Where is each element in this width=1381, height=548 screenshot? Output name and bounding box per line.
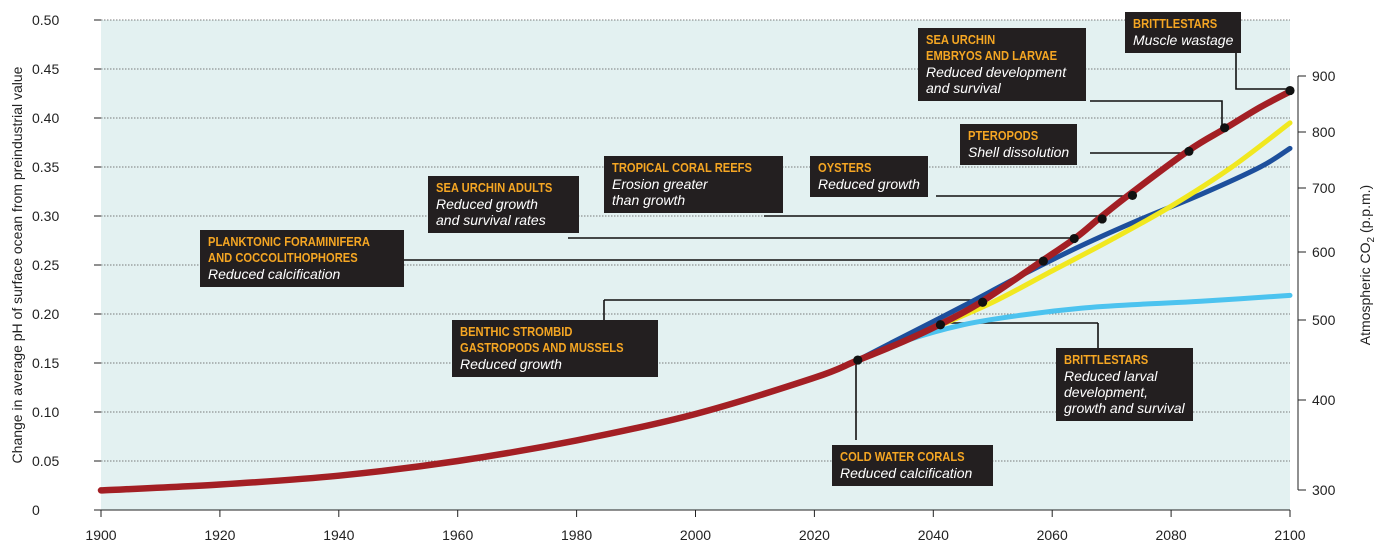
y2-tick-label: 800: [1312, 124, 1336, 140]
y2-axis-title-subscript: 2: [1366, 236, 1377, 242]
annotation-description: Reduced growth: [818, 176, 920, 192]
annotation-description: Reduced growth and survival rates: [436, 196, 546, 228]
annotation-box: COLD WATER CORALS Reduced calcification: [832, 445, 993, 486]
x-axis-ticks: 1900 1920 1940 1960 1980 2000 2020 2040 2060 2080…: [85, 510, 1306, 543]
y-tick-label: 0.40: [32, 110, 59, 126]
x-tick-label: 1980: [561, 527, 592, 543]
y-tick-label: 0.20: [32, 306, 59, 322]
x-tick-label: 1960: [442, 527, 473, 543]
series-line: [97, 88, 1294, 494]
threshold-marker: [1285, 85, 1295, 96]
threshold-marker: [1038, 256, 1048, 266]
y-axis-title: Change in average pH of surface ocean fr…: [9, 66, 25, 463]
right-axis: 300 400 500 600 700 800 900: [1297, 68, 1336, 498]
y-tick-label: 0.45: [32, 61, 59, 77]
annotation-description: Erosion greater than growth: [612, 176, 708, 208]
y2-tick-label: 400: [1312, 392, 1336, 408]
x-tick-label: 1920: [204, 527, 235, 543]
threshold-marker: [1097, 214, 1107, 224]
annotation-box: PLANKTONIC FORAMINIFERA AND COCCOLITHOPH…: [200, 230, 405, 287]
threshold-markers: [853, 85, 1295, 365]
x-tick-label: 2060: [1037, 527, 1068, 543]
y-tick-label: 0.50: [32, 12, 59, 28]
annotation-box: OYSTERS Reduced growth: [810, 156, 928, 197]
y-tick-label: 0: [32, 502, 40, 518]
annotation-title: SEA URCHIN ADULTS: [436, 180, 553, 195]
y2-tick-label: 500: [1312, 312, 1336, 328]
annotation-box: SEA URCHIN ADULTS Reduced growth and surv…: [428, 176, 580, 233]
annotation-box: SEA URCHIN EMBRYOS AND LARVAE Reduced dev…: [918, 28, 1087, 101]
series-line: [936, 120, 1293, 329]
y2-tick-label: 300: [1312, 482, 1336, 498]
y2-axis-title: Atmospheric CO2 (p.p.m.): [1357, 185, 1377, 345]
annotation-title: BRITTLESTARS: [1133, 16, 1218, 31]
y-tick-label: 0.30: [32, 208, 59, 224]
y2-tick-label: 700: [1312, 180, 1336, 196]
annotation-connector: [1235, 38, 1290, 90]
annotation-description: Reduced calcification: [208, 266, 341, 282]
y-tick-label: 0.35: [32, 159, 59, 175]
annotation-box: BRITTLESTARS Reduced larval development, …: [1056, 348, 1193, 421]
y-tick-label: 0.15: [32, 355, 59, 371]
annotation-box: PTEROPODS Shell dissolution: [960, 124, 1078, 165]
annotation-title: BENTHIC STROMBID GASTROPODS AND MUSSELS: [460, 324, 624, 355]
threshold-marker: [1220, 123, 1230, 133]
annotation-connector: [1090, 100, 1223, 128]
x-tick-label: 2000: [680, 527, 711, 543]
annotation-title: OYSTERS: [818, 160, 872, 175]
x-tick-label: 2080: [1156, 527, 1187, 543]
annotation-description: Reduced calcification: [840, 465, 973, 481]
x-tick-label: 1940: [323, 527, 354, 543]
annotation-box: BENTHIC STROMBID GASTROPODS AND MUSSELS R…: [452, 320, 659, 377]
y-tick-label: 0.05: [32, 453, 59, 469]
threshold-marker: [978, 297, 988, 307]
threshold-marker: [935, 320, 946, 330]
series-line: [853, 145, 1293, 364]
annotation-title: SEA URCHIN EMBRYOS AND LARVAE: [926, 32, 1058, 63]
y2-tick-label: 600: [1312, 244, 1336, 260]
annotation-title: COLD WATER CORALS: [840, 449, 965, 464]
annotation-box: BRITTLESTARS Muscle wastage: [1125, 12, 1242, 53]
annotation-description: Reduced growth: [460, 356, 562, 372]
annotation-box: TROPICAL CORAL REEFS Erosion greater than…: [604, 156, 783, 213]
series-lines: [97, 88, 1294, 494]
annotation-description: Muscle wastage: [1133, 32, 1234, 48]
x-tick-label: 2040: [918, 527, 949, 543]
y-axis-ticks: 0 0.05 0.10 0.15 0.20 0.25 0.30 0.35 0.40 0.45 0.5…: [32, 12, 101, 518]
threshold-marker: [1184, 146, 1194, 156]
annotation-connectors: [385, 38, 1290, 440]
y-tick-label: 0.25: [32, 257, 59, 273]
x-tick-label: 1900: [85, 527, 116, 543]
y-tick-label: 0.10: [32, 404, 59, 420]
threshold-marker: [853, 355, 863, 365]
annotation-title: PLANKTONIC FORAMINIFERA AND COCCOLITHOPH…: [208, 234, 370, 265]
y2-tick-label: 900: [1312, 68, 1336, 84]
annotation-title: PTEROPODS: [968, 128, 1039, 143]
threshold-marker: [1127, 190, 1138, 201]
x-tick-label: 2020: [799, 527, 830, 543]
annotation-title: TROPICAL CORAL REEFS: [612, 160, 752, 175]
annotation-description: Reduced development and survival: [926, 64, 1067, 96]
annotation-description: Shell dissolution: [968, 144, 1070, 160]
annotation-title: BRITTLESTARS: [1064, 352, 1149, 367]
threshold-marker: [1069, 233, 1079, 244]
x-tick-label: 2100: [1274, 527, 1305, 543]
annotation-description: Reduced larval development, growth and s…: [1064, 368, 1185, 416]
